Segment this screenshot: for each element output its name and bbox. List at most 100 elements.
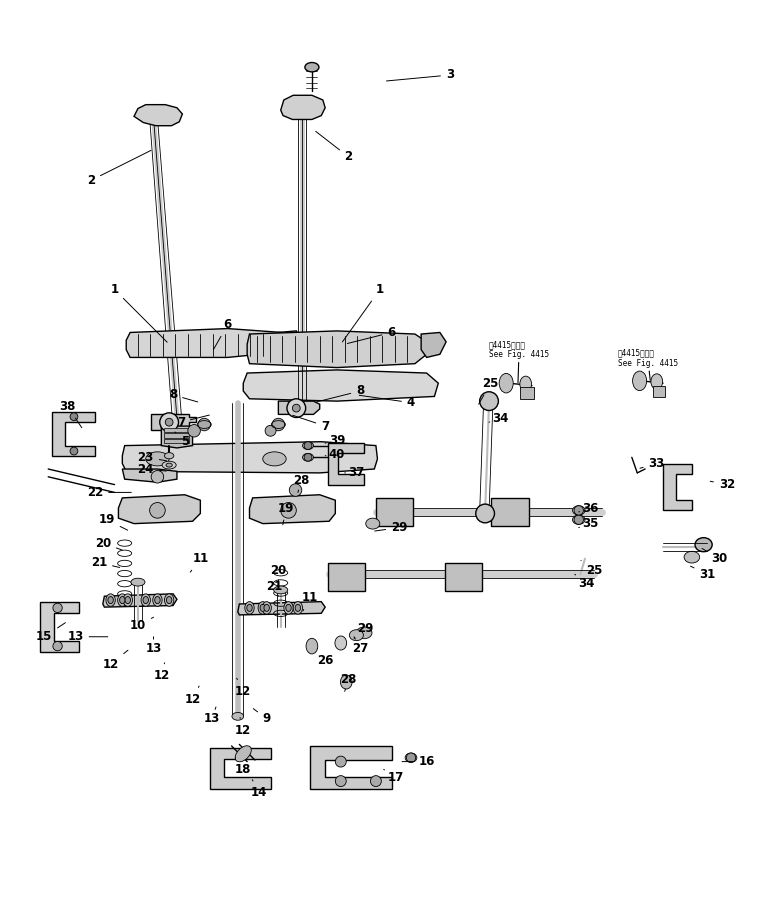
- Ellipse shape: [153, 594, 162, 606]
- Circle shape: [188, 424, 200, 437]
- Circle shape: [160, 413, 179, 432]
- Text: 28: 28: [341, 673, 357, 691]
- Polygon shape: [122, 469, 177, 482]
- Ellipse shape: [155, 597, 161, 603]
- Circle shape: [335, 756, 346, 767]
- Polygon shape: [309, 746, 392, 789]
- Text: 18: 18: [235, 758, 251, 776]
- Circle shape: [476, 504, 495, 523]
- Text: 8: 8: [169, 388, 197, 402]
- Text: 1: 1: [342, 283, 384, 342]
- Text: 13: 13: [67, 630, 108, 644]
- Ellipse shape: [286, 604, 291, 611]
- Text: 21: 21: [266, 580, 283, 596]
- Ellipse shape: [108, 597, 114, 603]
- Circle shape: [70, 413, 78, 421]
- Ellipse shape: [120, 597, 125, 603]
- Ellipse shape: [263, 452, 286, 466]
- Ellipse shape: [143, 597, 149, 603]
- Circle shape: [287, 399, 305, 417]
- Polygon shape: [134, 104, 182, 126]
- Text: 25: 25: [478, 377, 499, 405]
- Ellipse shape: [572, 505, 585, 515]
- Text: 36: 36: [579, 502, 599, 514]
- Text: 26: 26: [317, 648, 334, 667]
- Bar: [653, 386, 665, 397]
- Text: 25: 25: [581, 560, 603, 577]
- Text: 37: 37: [345, 467, 365, 479]
- Bar: [327, 563, 365, 591]
- Circle shape: [151, 470, 164, 483]
- Polygon shape: [126, 328, 286, 358]
- Text: 29: 29: [354, 622, 374, 638]
- Text: 15: 15: [36, 623, 66, 644]
- Text: 2: 2: [87, 150, 151, 187]
- Bar: [376, 498, 413, 526]
- Text: 9: 9: [253, 708, 271, 725]
- Text: 31: 31: [691, 566, 716, 581]
- Ellipse shape: [305, 63, 319, 72]
- Text: 19: 19: [99, 513, 128, 530]
- Polygon shape: [41, 601, 79, 653]
- Ellipse shape: [123, 594, 132, 606]
- Bar: [492, 498, 529, 526]
- Polygon shape: [663, 464, 692, 511]
- Circle shape: [53, 603, 62, 612]
- Text: 29: 29: [375, 521, 407, 534]
- Bar: [445, 563, 482, 591]
- Circle shape: [292, 405, 300, 412]
- Ellipse shape: [572, 515, 585, 524]
- Polygon shape: [244, 369, 438, 401]
- Text: 34: 34: [575, 574, 595, 591]
- Polygon shape: [421, 333, 446, 358]
- Text: 17: 17: [384, 770, 403, 784]
- Circle shape: [406, 753, 416, 762]
- Text: 12: 12: [235, 717, 251, 737]
- Text: 39: 39: [325, 433, 345, 447]
- Ellipse shape: [684, 551, 700, 563]
- Ellipse shape: [262, 601, 272, 614]
- Ellipse shape: [366, 518, 380, 530]
- Circle shape: [574, 505, 583, 515]
- Ellipse shape: [106, 594, 115, 606]
- Text: 12: 12: [103, 650, 128, 671]
- Bar: [164, 433, 189, 438]
- Text: 11: 11: [190, 552, 208, 572]
- Text: 28: 28: [294, 474, 310, 493]
- Polygon shape: [103, 594, 177, 607]
- Ellipse shape: [167, 597, 171, 603]
- Ellipse shape: [164, 594, 174, 606]
- Text: 38: 38: [60, 400, 81, 428]
- Polygon shape: [118, 494, 200, 523]
- Bar: [164, 439, 189, 443]
- Text: 14: 14: [251, 779, 267, 799]
- Text: 22: 22: [87, 486, 132, 499]
- Ellipse shape: [125, 597, 131, 603]
- Text: 32: 32: [710, 478, 735, 491]
- Ellipse shape: [306, 638, 318, 654]
- Text: 8: 8: [316, 385, 364, 402]
- Ellipse shape: [131, 578, 145, 586]
- Polygon shape: [247, 331, 427, 368]
- Circle shape: [304, 453, 312, 461]
- Circle shape: [370, 776, 381, 787]
- Ellipse shape: [283, 601, 293, 614]
- Polygon shape: [279, 401, 319, 414]
- Text: 35: 35: [579, 517, 599, 530]
- Polygon shape: [151, 414, 197, 430]
- Circle shape: [335, 776, 346, 787]
- Text: 第4415图参照
See Fig. 4415: 第4415图参照 See Fig. 4415: [618, 349, 678, 380]
- Ellipse shape: [166, 463, 172, 467]
- Text: 7: 7: [293, 415, 329, 432]
- Text: 24: 24: [138, 462, 166, 476]
- Ellipse shape: [162, 461, 176, 469]
- Text: 23: 23: [138, 450, 167, 464]
- Circle shape: [480, 392, 499, 411]
- Ellipse shape: [260, 604, 265, 611]
- Polygon shape: [250, 494, 335, 523]
- Circle shape: [289, 484, 301, 496]
- Text: 33: 33: [640, 457, 665, 470]
- Ellipse shape: [245, 601, 254, 614]
- Ellipse shape: [164, 452, 174, 458]
- Ellipse shape: [520, 376, 532, 392]
